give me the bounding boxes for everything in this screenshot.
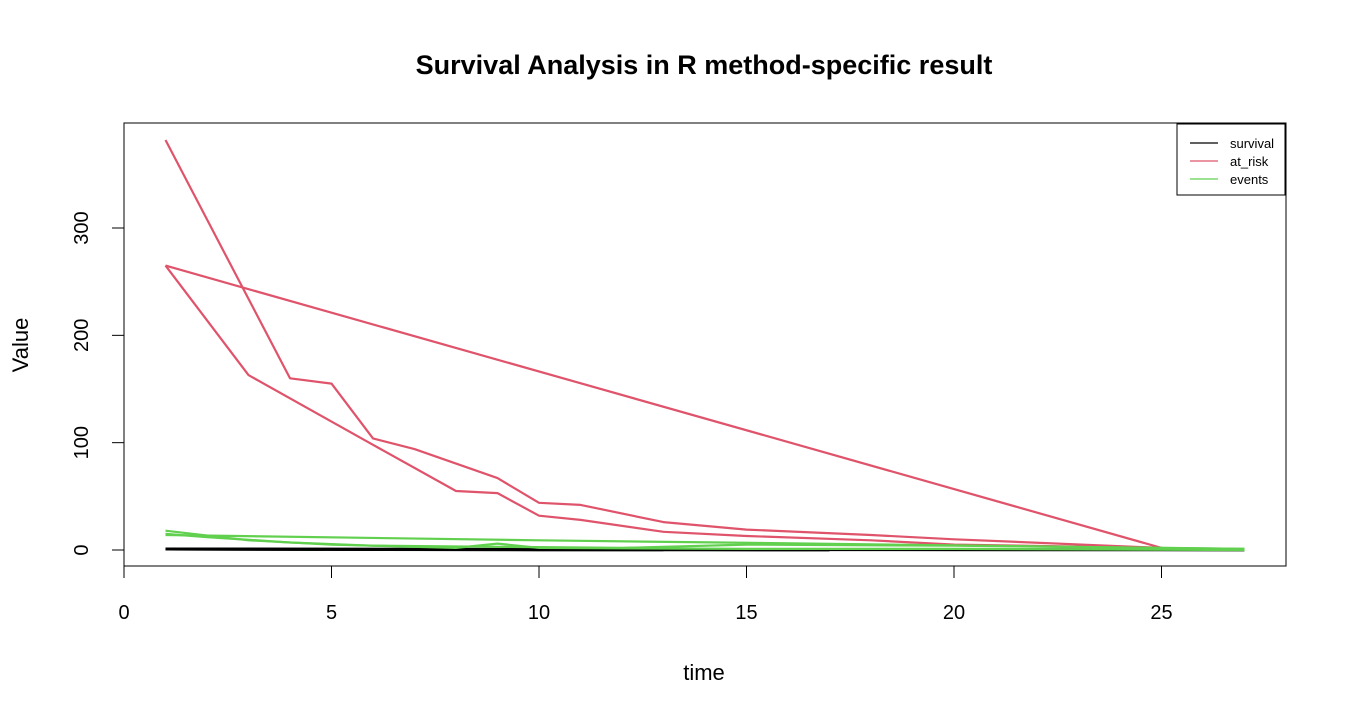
series-line-at_risk-5 bbox=[164, 139, 1162, 549]
x-tick-label: 5 bbox=[326, 602, 337, 624]
x-axis-label: time bbox=[683, 660, 725, 685]
series-layer bbox=[164, 139, 1245, 552]
series-line-at_risk-3 bbox=[165, 264, 1162, 549]
y-tick-label: 0 bbox=[71, 544, 93, 555]
x-tick-label: 0 bbox=[118, 602, 129, 624]
plot-frame bbox=[123, 122, 1287, 567]
x-tick-label: 25 bbox=[1150, 602, 1172, 624]
y-tick-label: 300 bbox=[71, 211, 93, 244]
y-tick-label: 100 bbox=[71, 426, 93, 459]
y-tick-label: 200 bbox=[71, 319, 93, 352]
legend-label-events: events bbox=[1230, 172, 1269, 187]
y-axis-label: Value bbox=[8, 318, 33, 373]
series-line-survival-2 bbox=[165, 547, 664, 552]
x-tick-label: 10 bbox=[528, 602, 550, 624]
chart-title: Survival Analysis in R method-specific r… bbox=[416, 50, 993, 80]
x-axis: 0 5 10 15 20 25 bbox=[118, 565, 1173, 624]
x-tick-label: 15 bbox=[735, 602, 757, 624]
x-tick-label: 20 bbox=[943, 602, 965, 624]
legend-box bbox=[1176, 123, 1286, 196]
legend-label-at_risk: at_risk bbox=[1230, 154, 1269, 169]
y-axis: 0 100 200 300 bbox=[71, 211, 125, 556]
legend-label-survival: survival bbox=[1230, 136, 1274, 151]
series-line-at_risk-4 bbox=[164, 264, 1162, 549]
series-line-events-8 bbox=[165, 532, 1245, 550]
